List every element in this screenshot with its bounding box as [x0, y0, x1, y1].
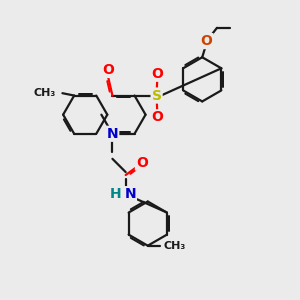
Text: O: O — [201, 34, 213, 48]
Text: O: O — [136, 156, 148, 170]
Text: CH₃: CH₃ — [164, 241, 186, 251]
Text: O: O — [102, 63, 114, 77]
Text: H: H — [110, 187, 121, 201]
Text: N: N — [106, 127, 118, 141]
Text: CH₃: CH₃ — [34, 88, 56, 98]
Text: O: O — [151, 110, 163, 124]
Text: S: S — [152, 88, 162, 103]
Text: N: N — [124, 187, 136, 201]
Text: O: O — [151, 67, 163, 81]
